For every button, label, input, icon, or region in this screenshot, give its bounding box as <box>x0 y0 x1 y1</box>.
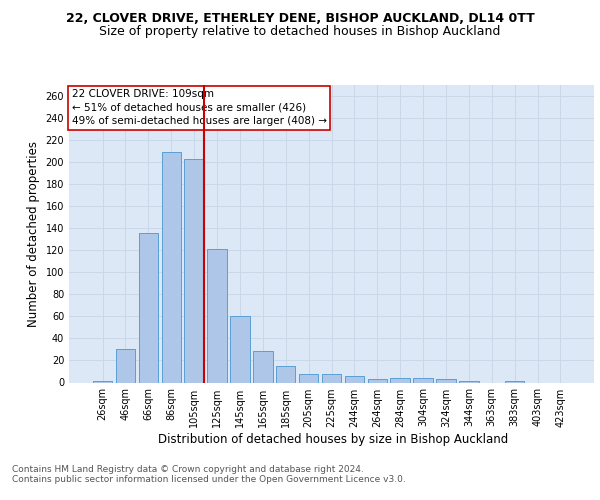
Text: Size of property relative to detached houses in Bishop Auckland: Size of property relative to detached ho… <box>100 25 500 38</box>
Bar <box>276 366 295 382</box>
Bar <box>391 378 410 382</box>
Bar <box>208 249 227 382</box>
Bar <box>299 374 319 382</box>
Bar <box>436 379 455 382</box>
Bar <box>161 152 181 382</box>
Bar <box>230 316 250 382</box>
Bar <box>344 376 364 382</box>
Bar <box>253 350 272 382</box>
Bar <box>139 232 158 382</box>
Bar <box>413 378 433 382</box>
Text: Distribution of detached houses by size in Bishop Auckland: Distribution of detached houses by size … <box>158 432 508 446</box>
Text: Contains HM Land Registry data © Crown copyright and database right 2024.
Contai: Contains HM Land Registry data © Crown c… <box>12 465 406 484</box>
Bar <box>116 350 135 382</box>
Y-axis label: Number of detached properties: Number of detached properties <box>27 141 40 327</box>
Bar <box>322 374 341 382</box>
Text: 22, CLOVER DRIVE, ETHERLEY DENE, BISHOP AUCKLAND, DL14 0TT: 22, CLOVER DRIVE, ETHERLEY DENE, BISHOP … <box>65 12 535 26</box>
Bar <box>368 379 387 382</box>
Bar <box>184 159 204 382</box>
Text: 22 CLOVER DRIVE: 109sqm
← 51% of detached houses are smaller (426)
49% of semi-d: 22 CLOVER DRIVE: 109sqm ← 51% of detache… <box>71 90 326 126</box>
